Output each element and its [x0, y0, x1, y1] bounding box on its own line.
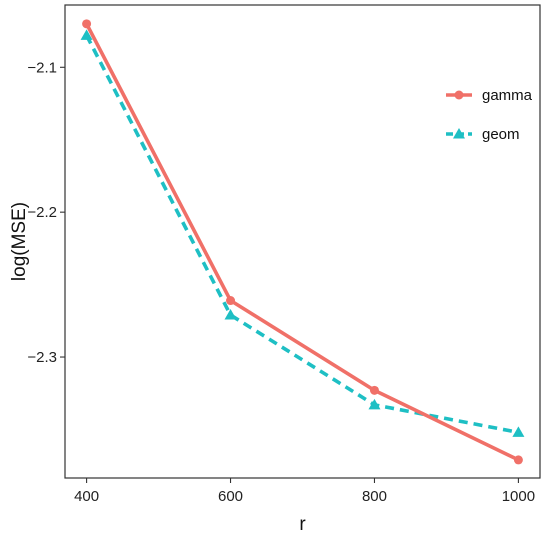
y-tick-label: −2.2 — [27, 204, 57, 221]
data-point-geom — [224, 309, 237, 320]
series-geom — [80, 29, 525, 437]
y-axis-title: log(MSE) — [9, 202, 30, 281]
x-axis: 400 600 800 1000 — [74, 478, 535, 505]
y-tick-label: −2.1 — [27, 59, 57, 76]
data-point-gamma — [82, 19, 92, 29]
legend-label: geom — [482, 126, 520, 143]
plot-panel — [64, 4, 541, 479]
data-point-gamma — [513, 455, 523, 465]
legend-swatch-marker — [453, 128, 465, 139]
x-axis-title: r — [299, 514, 306, 535]
series-gamma — [82, 19, 523, 465]
legend-item-geom: geom — [446, 126, 520, 143]
series-layer — [80, 19, 525, 465]
series-line-gamma — [84, 23, 520, 462]
y-axis: −2.1 −2.2 −2.3 — [27, 59, 65, 366]
legend-item-gamma: gamma — [446, 87, 533, 104]
x-tick-label: 800 — [362, 488, 387, 505]
data-point-gamma — [226, 296, 236, 306]
legend: gamma geom — [446, 87, 533, 143]
series-line-geom — [84, 34, 519, 435]
data-point-gamma — [369, 385, 379, 395]
x-tick-label: 400 — [74, 488, 99, 505]
data-point-geom — [368, 398, 381, 410]
y-tick-label: −2.3 — [27, 349, 57, 366]
legend-swatch-marker — [454, 90, 464, 100]
data-point-geom — [512, 426, 525, 437]
x-tick-label: 1000 — [502, 488, 535, 505]
x-tick-label: 600 — [218, 488, 243, 505]
data-point-geom — [80, 29, 93, 40]
legend-label: gamma — [482, 87, 533, 104]
